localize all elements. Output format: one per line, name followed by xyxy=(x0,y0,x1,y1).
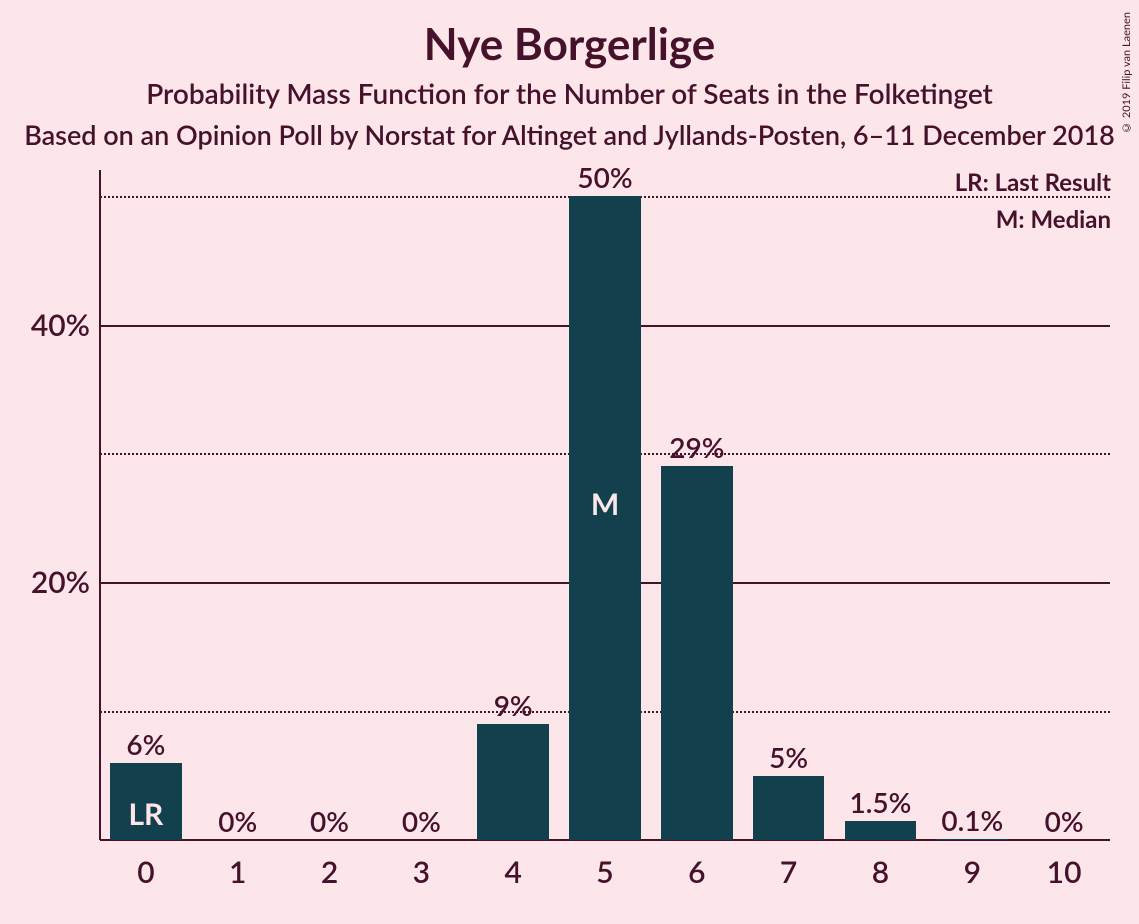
bar-value-label: 0.1% xyxy=(941,803,1003,837)
bar-inner-label: LR xyxy=(128,796,163,832)
y-tick-label: 40% xyxy=(0,307,90,343)
x-tick-label: 1 xyxy=(229,854,246,890)
bar-value-label: 9% xyxy=(494,688,533,722)
bar-value-label: 0% xyxy=(310,804,349,838)
y-tick-label: 20% xyxy=(0,564,90,600)
bar-value-label: 5% xyxy=(769,740,808,774)
bar-inner-label: M xyxy=(591,486,619,522)
bar xyxy=(477,724,549,840)
x-tick-label: 7 xyxy=(780,854,797,890)
x-tick-label: 5 xyxy=(596,854,613,890)
bar-value-label: 0% xyxy=(1045,804,1084,838)
x-tick-label: 10 xyxy=(1047,854,1082,890)
bar-value-label: 6% xyxy=(126,727,165,761)
x-tick-label: 8 xyxy=(872,854,889,890)
bar xyxy=(845,821,917,840)
copyright-notice: © 2019 Filip van Laenen xyxy=(1120,12,1133,134)
bar-value-label: 29% xyxy=(669,430,724,464)
x-tick-label: 3 xyxy=(413,854,430,890)
y-axis-line xyxy=(99,170,101,840)
bar-value-label: 0% xyxy=(218,804,257,838)
bar xyxy=(936,839,1008,840)
x-tick-label: 9 xyxy=(964,854,981,890)
x-tick-label: 6 xyxy=(688,854,705,890)
bar-chart: 20%40%6%LR00%10%20%39%450%M529%65%71.5%8… xyxy=(100,170,1110,840)
bar-value-label: 50% xyxy=(577,160,632,194)
x-tick-label: 4 xyxy=(504,854,521,890)
chart-source-line: Based on an Opinion Poll by Norstat for … xyxy=(0,118,1139,151)
x-tick-label: 2 xyxy=(321,854,338,890)
chart-subtitle: Probability Mass Function for the Number… xyxy=(0,76,1139,110)
bar-value-label: 1.5% xyxy=(850,785,912,819)
bar-value-label: 0% xyxy=(402,804,441,838)
page-title: Nye Borgerlige xyxy=(0,18,1139,70)
bar xyxy=(753,776,825,840)
x-tick-label: 0 xyxy=(137,854,154,890)
bar xyxy=(661,466,733,840)
chart-page: Nye Borgerlige Probability Mass Function… xyxy=(0,0,1139,924)
